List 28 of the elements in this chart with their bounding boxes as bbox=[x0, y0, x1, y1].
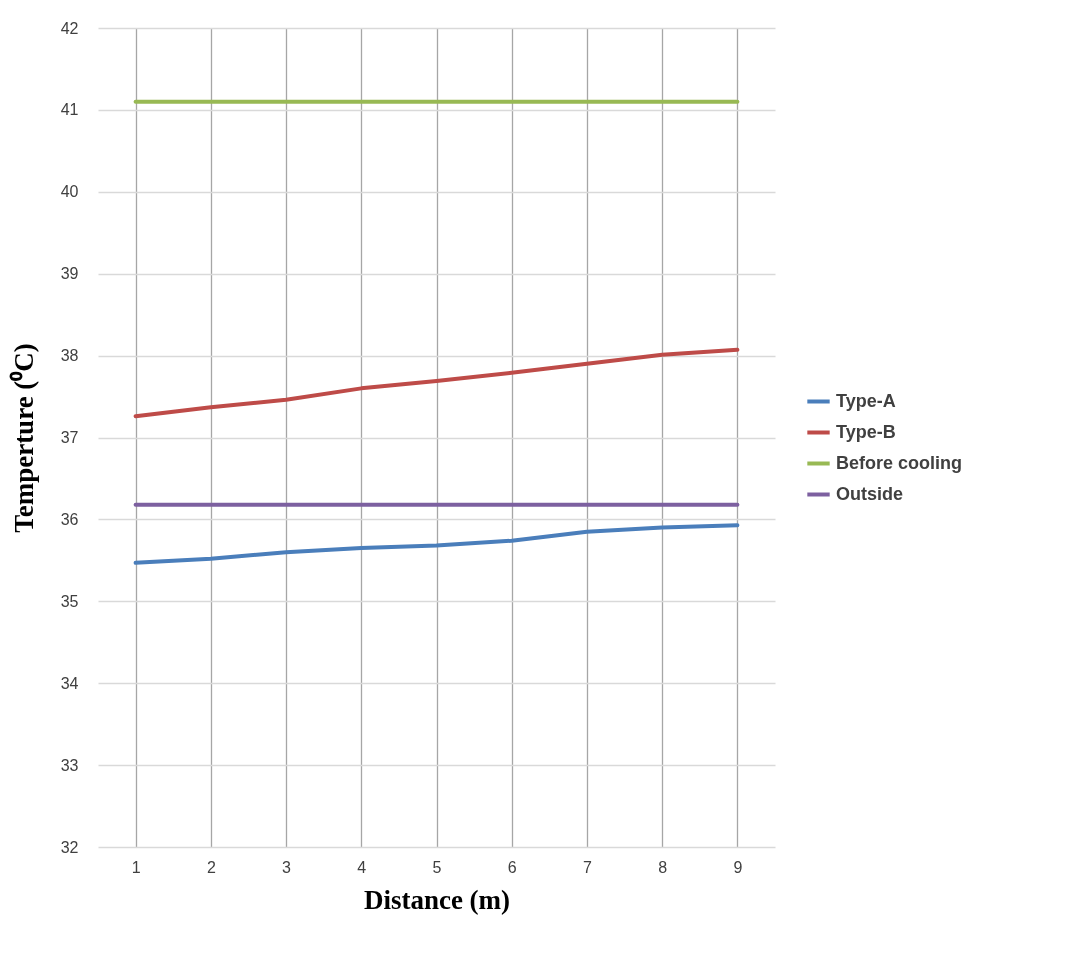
y-tick-label: 32 bbox=[60, 838, 79, 856]
line-series bbox=[133, 347, 740, 419]
y-tick-label: 34 bbox=[60, 674, 79, 692]
y-tick-label: 41 bbox=[60, 101, 79, 119]
legend-label: Type-A bbox=[836, 390, 896, 411]
y-tick-label: 42 bbox=[60, 19, 79, 37]
y-tick-label: 40 bbox=[60, 183, 79, 201]
x-tick-label: 5 bbox=[432, 858, 442, 876]
legend-label: Before cooling bbox=[836, 452, 963, 473]
y-tick-label: 35 bbox=[60, 592, 79, 610]
x-tick-label: 6 bbox=[507, 858, 517, 876]
x-tick-label: 1 bbox=[131, 858, 141, 876]
x-tick-label: 2 bbox=[206, 858, 216, 876]
x-tick-label: 9 bbox=[733, 858, 743, 876]
x-axis-title: Distance (m) bbox=[363, 884, 511, 915]
y-tick-label: 38 bbox=[60, 347, 79, 365]
y-tick-label: 36 bbox=[60, 510, 79, 528]
x-tick-label: 8 bbox=[658, 858, 668, 876]
y-tick-label: 33 bbox=[60, 756, 79, 774]
legend-label: Type-B bbox=[836, 421, 896, 442]
x-tick-label: 4 bbox=[357, 858, 367, 876]
y-axis-title: Temperture (⁰C) bbox=[8, 343, 39, 533]
x-tick-label: 7 bbox=[582, 858, 592, 876]
y-tick-label: 39 bbox=[60, 265, 79, 283]
legend-label: Outside bbox=[836, 483, 904, 504]
line-series bbox=[133, 523, 740, 565]
x-tick-label: 3 bbox=[282, 858, 292, 876]
y-tick-label: 37 bbox=[60, 429, 79, 446]
